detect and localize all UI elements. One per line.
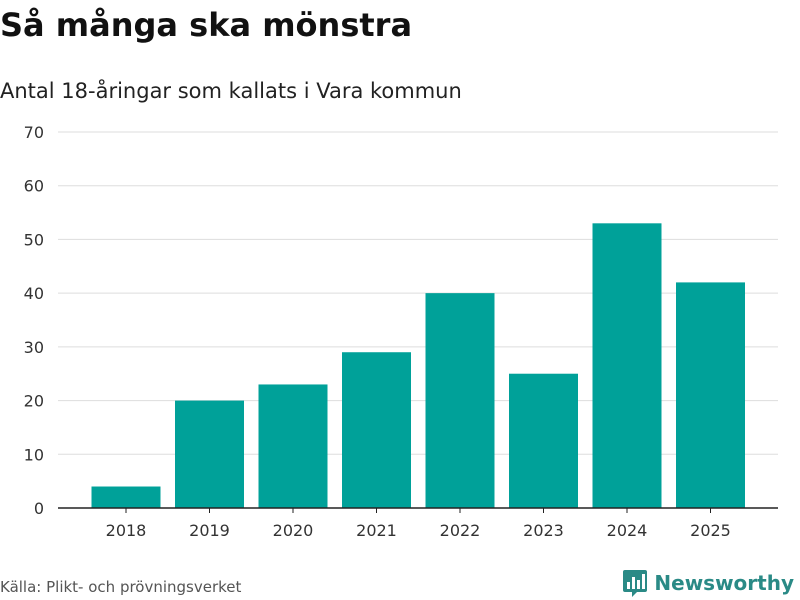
source-note: Källa: Plikt- och prövningsverket (0, 578, 242, 596)
y-tick-label: 30 (24, 338, 44, 357)
bar-2021 (342, 352, 411, 508)
y-tick-label: 70 (24, 123, 44, 142)
y-axis-ticks: 0 10 20 30 40 50 60 70 (24, 123, 44, 518)
x-axis-ticks: 2018 2019 2020 2021 2022 2023 2024 2025 (106, 508, 731, 540)
y-tick-label: 40 (24, 284, 44, 303)
bar-2025 (676, 282, 745, 508)
bar-2024 (592, 223, 662, 509)
y-tick-label: 50 (24, 230, 44, 249)
bar-2022 (425, 293, 495, 508)
grid-lines (58, 131, 778, 455)
chart-subtitle: Antal 18-åringar som kallats i Vara komm… (0, 79, 462, 103)
bar-2018 (91, 486, 161, 508)
chart-title: Så många ska mönstra (0, 6, 413, 44)
bar-2020 (258, 384, 328, 508)
y-tick-label: 20 (24, 392, 44, 411)
bars (91, 223, 745, 509)
x-tick-label: 2022 (440, 521, 481, 540)
x-tick-label: 2021 (356, 521, 397, 540)
bar-2023 (509, 373, 578, 508)
brand-logo: Newsworthy (622, 568, 794, 598)
x-tick-label: 2023 (523, 521, 564, 540)
y-tick-label: 0 (34, 499, 44, 518)
bar-chart-logo-icon (623, 570, 648, 597)
x-tick-label: 2019 (189, 521, 230, 540)
x-tick-label: 2018 (106, 521, 147, 540)
x-tick-label: 2025 (690, 521, 731, 540)
brand-name: Newsworthy (654, 571, 794, 595)
x-tick-label: 2024 (607, 521, 648, 540)
y-tick-label: 60 (24, 177, 44, 196)
y-tick-label: 10 (24, 445, 44, 464)
x-tick-label: 2020 (273, 521, 314, 540)
bar-2019 (175, 400, 244, 508)
